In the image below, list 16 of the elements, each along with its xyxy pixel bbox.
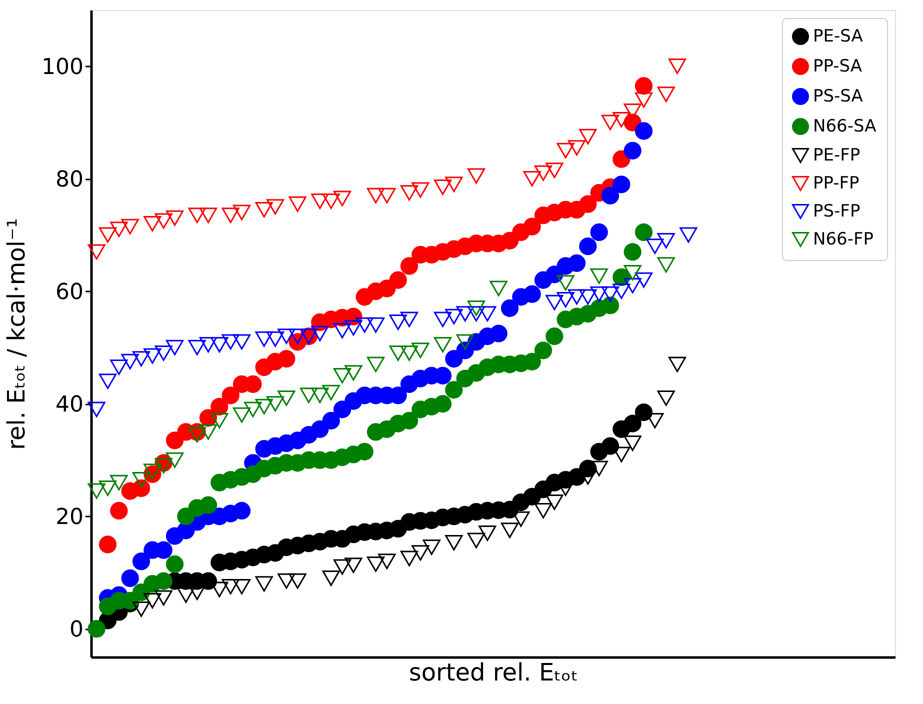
legend-label: PP-FP (813, 174, 860, 194)
x-axis-title: sorted rel. Eₜₒₜ (408, 658, 578, 686)
legend-label: PE-SA (813, 26, 864, 46)
legend-label: PS-FP (813, 202, 860, 222)
legend-label: PE-FP (813, 146, 860, 166)
y-tick-label: 0 (70, 617, 84, 642)
legend-label: PS-SA (813, 86, 864, 106)
y-tick-label: 20 (56, 504, 84, 530)
y-tick-label: 80 (56, 167, 84, 192)
legend-label: PP-SA (813, 56, 862, 76)
y-tick-label: 60 (56, 280, 84, 305)
y-tick-label: 40 (56, 392, 84, 418)
y-axis-title: rel. Eₜₒₜ / kcal·mol⁻¹ (2, 218, 31, 450)
legend-label: N66-FP (813, 230, 874, 250)
legend-label: N66-SA (813, 116, 877, 136)
y-tick-label: 100 (42, 54, 84, 80)
